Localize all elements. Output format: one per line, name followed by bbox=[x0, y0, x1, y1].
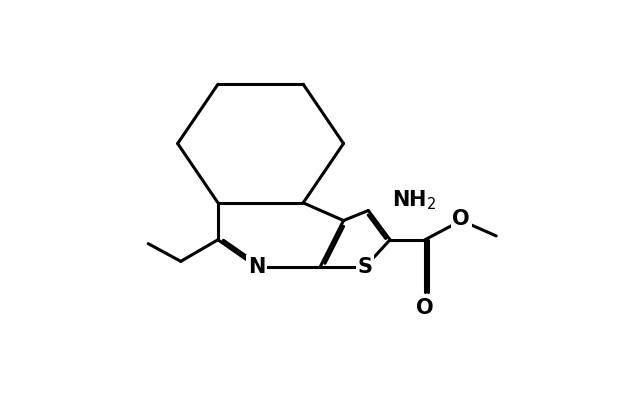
Text: S: S bbox=[358, 257, 372, 277]
Text: NH$_2$: NH$_2$ bbox=[392, 188, 436, 212]
Text: N: N bbox=[248, 257, 266, 277]
Text: O: O bbox=[452, 209, 470, 229]
Text: O: O bbox=[416, 298, 434, 318]
